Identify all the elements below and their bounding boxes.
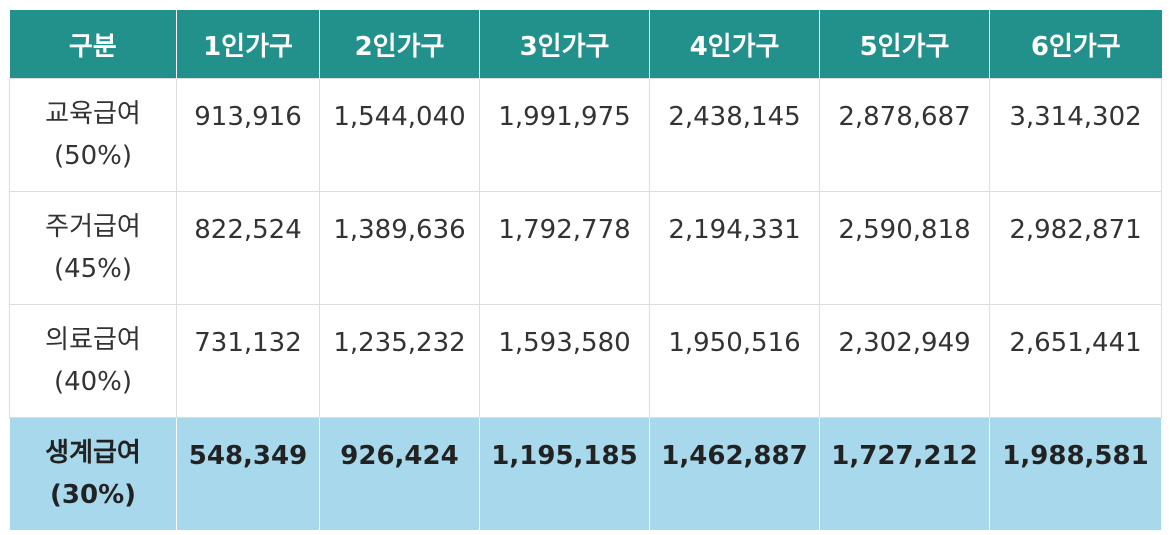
row-label: 주거급여 (45%) [9, 191, 177, 305]
table-cell: 2,590,818 [819, 191, 990, 305]
table-row: 교육급여 (50%) 913,916 1,544,040 1,991,975 2… [9, 78, 1162, 192]
header-3-person: 3인가구 [479, 10, 650, 79]
table-cell: 2,194,331 [649, 191, 820, 305]
row-label-name: 생계급여 [45, 438, 141, 468]
header-4-person: 4인가구 [649, 10, 820, 79]
table-cell: 1,727,212 [819, 417, 990, 531]
table-cell: 913,916 [176, 78, 320, 192]
benefit-table: 구분 1인가구 2인가구 3인가구 4인가구 5인가구 6인가구 교육급여 (5… [9, 10, 1162, 531]
header-5-person: 5인가구 [819, 10, 990, 79]
table-cell: 1,950,516 [649, 304, 820, 418]
header-6-person: 6인가구 [989, 10, 1162, 79]
table-cell: 1,593,580 [479, 304, 650, 418]
row-label: 생계급여 (30%) [9, 417, 177, 531]
row-label-pct: (30%) [50, 480, 136, 510]
table-cell: 1,462,887 [649, 417, 820, 531]
table-cell: 2,438,145 [649, 78, 820, 192]
row-label-name: 교육급여 [45, 99, 141, 129]
table-cell: 548,349 [176, 417, 320, 531]
header-2-person: 2인가구 [319, 10, 480, 79]
table-cell: 2,878,687 [819, 78, 990, 192]
row-label-pct: (45%) [53, 254, 133, 284]
table-row: 주거급여 (45%) 822,524 1,389,636 1,792,778 2… [9, 191, 1162, 305]
table-cell: 2,651,441 [989, 304, 1162, 418]
header-1-person: 1인가구 [176, 10, 320, 79]
row-label: 교육급여 (50%) [9, 78, 177, 192]
table-cell: 1,235,232 [319, 304, 480, 418]
table-cell: 822,524 [176, 191, 320, 305]
table-cell: 2,982,871 [989, 191, 1162, 305]
table-cell: 1,792,778 [479, 191, 650, 305]
table-cell: 2,302,949 [819, 304, 990, 418]
row-label-pct: (50%) [53, 141, 133, 171]
table-cell: 926,424 [319, 417, 480, 531]
row-label-name: 주거급여 [45, 212, 141, 242]
table-cell: 1,195,185 [479, 417, 650, 531]
table-cell: 731,132 [176, 304, 320, 418]
header-category: 구분 [9, 10, 177, 79]
table-row: 의료급여 (40%) 731,132 1,235,232 1,593,580 1… [9, 304, 1162, 418]
table-cell: 3,314,302 [989, 78, 1162, 192]
table-cell: 1,988,581 [989, 417, 1162, 531]
row-label-pct: (40%) [53, 367, 133, 397]
row-label: 의료급여 (40%) [9, 304, 177, 418]
table-cell: 1,544,040 [319, 78, 480, 192]
table-row-highlight: 생계급여 (30%) 548,349 926,424 1,195,185 1,4… [9, 417, 1162, 531]
header-row: 구분 1인가구 2인가구 3인가구 4인가구 5인가구 6인가구 [9, 10, 1162, 79]
table-cell: 1,991,975 [479, 78, 650, 192]
table-cell: 1,389,636 [319, 191, 480, 305]
row-label-name: 의료급여 [45, 325, 141, 355]
